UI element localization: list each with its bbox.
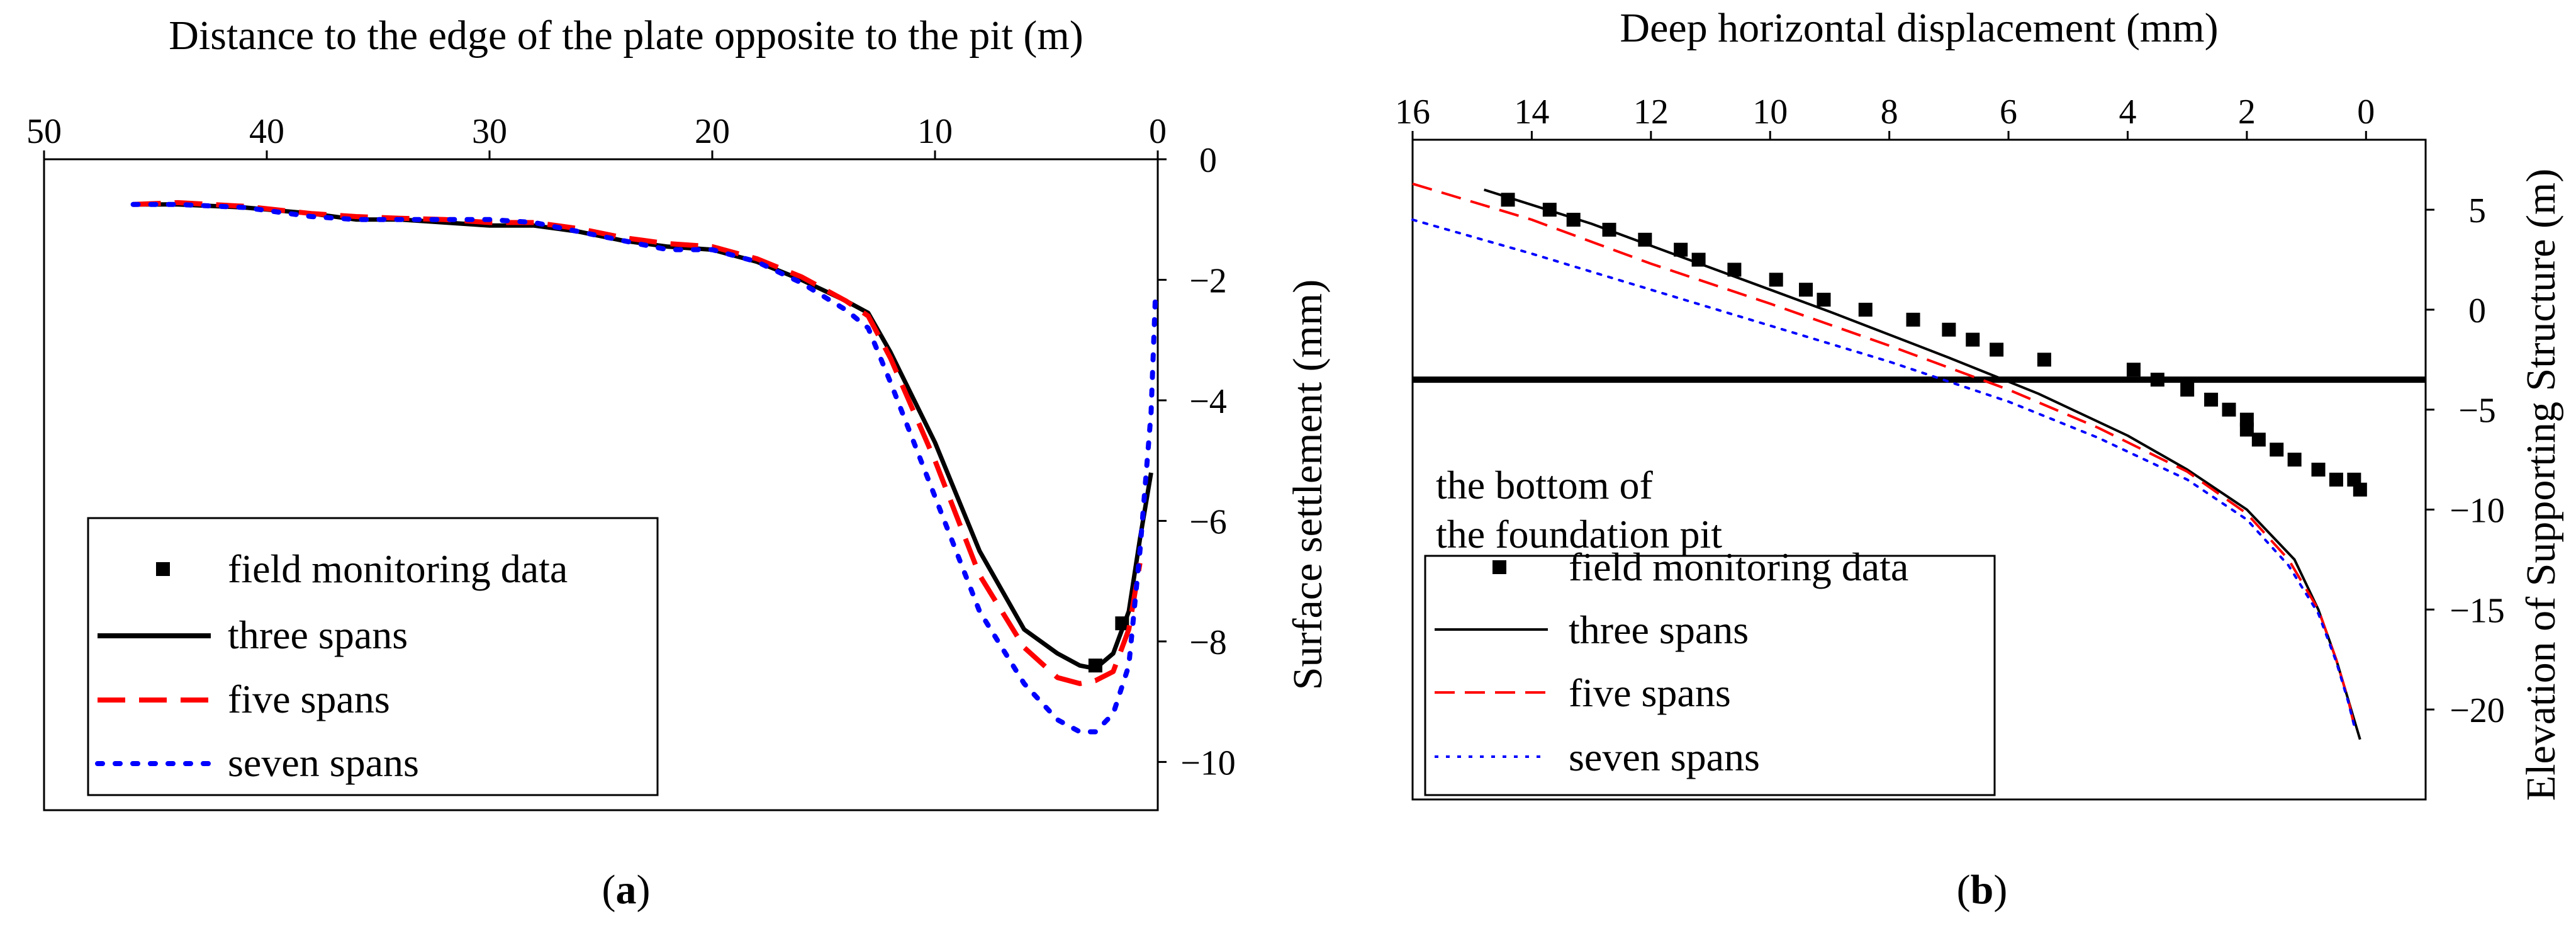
panel-b-field-data-point bbox=[2353, 482, 2367, 497]
panel-b-legend-box bbox=[1424, 555, 1996, 796]
panel-b-legend-marker-field bbox=[1492, 560, 1506, 574]
panel-b-x-tick-label: 10 bbox=[1752, 93, 1788, 132]
panel-b-plot-frame bbox=[1411, 138, 2427, 801]
panel-a-legend-box bbox=[87, 517, 659, 796]
panel-b-field-data-point bbox=[1674, 242, 1688, 257]
panel-a-y-tick-label: −8 bbox=[1189, 623, 1227, 662]
panel-b-y-tick-label: −10 bbox=[2450, 492, 2505, 531]
panel-b-legend-label-three: three spans bbox=[1569, 607, 1749, 652]
panel-b-x-axis-title: Deep horizontal displacement (mm) bbox=[1620, 5, 2218, 51]
panel-a-legend-label-seven: seven spans bbox=[228, 740, 419, 785]
panel-a-x-axis-title: Distance to the edge of the plate opposi… bbox=[169, 13, 1083, 59]
panel-b-field-data-point bbox=[1906, 312, 1920, 327]
panel-a-x-tick-label: 40 bbox=[249, 112, 284, 151]
panel-b-caption: (b) bbox=[1957, 867, 2008, 913]
panel-b-chart: 16 14 12 10 8 6 4 2 0 5 0 −5 −10 −15 −20 Deep horizont… bbox=[1395, 5, 2564, 913]
panel-b-x-tick-label: 0 bbox=[2357, 93, 2375, 132]
panel-a-legend-label-three: three spans bbox=[228, 613, 408, 657]
panel-a-series bbox=[130, 200, 1158, 735]
panel-b-field-data-point bbox=[2329, 472, 2343, 487]
panel-a-legend-marker-field bbox=[156, 562, 170, 576]
panel-b-field-data-point bbox=[2239, 422, 2254, 437]
panel-a-x-tick-label: 10 bbox=[917, 112, 953, 151]
panel-b-annotation-line-1: the bottom of bbox=[1436, 463, 1654, 507]
panel-b-legend-label-seven: seven spans bbox=[1569, 735, 1760, 779]
panel-a-x-tick-label: 20 bbox=[695, 112, 730, 151]
panel-a-series-five-spans bbox=[133, 200, 1143, 686]
panel-b-x-tick-label: 8 bbox=[1881, 93, 1898, 132]
panel-b-x-tick-label: 12 bbox=[1633, 93, 1669, 132]
panel-b-field-data-point bbox=[2251, 432, 2266, 447]
panel-b-field-data-point bbox=[1858, 302, 1873, 317]
panel-b-x-tick-label: 16 bbox=[1395, 93, 1430, 132]
panel-b-field-data-point bbox=[2126, 363, 2141, 377]
panel-a-legend-label-field: field monitoring data bbox=[228, 546, 568, 591]
panel-b-caption-letter: b bbox=[1971, 867, 1994, 913]
panel-b-y-tick-label: −20 bbox=[2450, 691, 2505, 730]
panel-b-legend-label-field: field monitoring data bbox=[1569, 545, 1908, 589]
panel-a-chart: 50 40 30 20 10 00 −2 −4 −6 −8 −10 Distance to the … bbox=[26, 13, 1331, 913]
panel-b-field-data-point bbox=[2287, 453, 2302, 467]
panel-b-x-tick-label: 2 bbox=[2238, 93, 2256, 132]
panel-b-series-five-spans bbox=[1412, 182, 2356, 726]
panel-a-y-tick-label: 0 bbox=[1199, 141, 1217, 180]
panel-b-y-axis-title: Elevation of Supporting Structure (m) bbox=[2518, 169, 2564, 801]
panel-a-x-tick-label: 0 bbox=[1149, 112, 1167, 151]
panel-b-y-tick-label: −5 bbox=[2458, 392, 2496, 431]
panel-b-legend: field monitoring data three spans five s… bbox=[1424, 545, 1996, 796]
panel-b-x-tick-label: 14 bbox=[1514, 93, 1549, 132]
panel-b-field-data-point bbox=[2270, 443, 2284, 457]
panel-b-field-data-point bbox=[1799, 283, 1813, 297]
panel-b-y-tick-label: 5 bbox=[2468, 191, 2486, 230]
panel-a-y-tick-label: −10 bbox=[1180, 743, 1236, 782]
panel-b-x-tick-label: 4 bbox=[2119, 93, 2136, 132]
panel-a-x-tick-label: 50 bbox=[26, 112, 62, 151]
panel-b-field-data-point bbox=[2037, 353, 2051, 367]
panel-a-plot-frame bbox=[43, 158, 1159, 811]
panel-a-y-tick-label: −4 bbox=[1189, 382, 1227, 421]
panel-a-caption-letter: a bbox=[616, 867, 637, 913]
panel-b-series bbox=[1411, 182, 2426, 740]
panel-a-y-tick-label: −2 bbox=[1189, 261, 1227, 300]
panel-b-field-data-point bbox=[2311, 463, 2326, 477]
panel-a-legend: field monitoring data three spans five s… bbox=[87, 517, 659, 796]
panel-b-field-data-point bbox=[2222, 402, 2236, 417]
panel-b-annotation-line-2: the foundation pit bbox=[1436, 512, 1722, 556]
panel-b-y-tick-label: 0 bbox=[2468, 291, 2486, 330]
panel-a-legend-label-five: five spans bbox=[228, 677, 390, 721]
panel-a-x-tick-label: 30 bbox=[472, 112, 507, 151]
panel-b-field-data-point bbox=[1769, 273, 1783, 287]
panel-a-series-seven-spans bbox=[130, 201, 1158, 735]
panel-b-field-data-point bbox=[2204, 392, 2219, 407]
panel-a-axis-ticks: 50 40 30 20 10 00 −2 −4 −6 −8 −10 bbox=[26, 112, 1236, 782]
panel-b-y-tick-label: −15 bbox=[2450, 591, 2505, 630]
panel-a-caption: (a) bbox=[602, 867, 651, 913]
panel-b-legend-label-five: five spans bbox=[1569, 670, 1731, 715]
panel-a-y-axis-title: Surface settlement (mm) bbox=[1285, 279, 1331, 690]
panel-b-field-data-point bbox=[1817, 293, 1831, 307]
panel-b-field-data-point bbox=[1727, 263, 1742, 277]
panel-b-x-tick-label: 6 bbox=[2000, 93, 2017, 132]
panel-b-field-data-point bbox=[2180, 382, 2195, 397]
panel-a-y-tick-label: −6 bbox=[1189, 502, 1227, 541]
panel-b-field-data-point bbox=[1942, 322, 1956, 337]
panel-b-field-data-point bbox=[1966, 332, 1980, 347]
panel-b-field-data-point bbox=[2150, 373, 2164, 387]
panel-b-field-data-point bbox=[1990, 342, 2004, 357]
panel-b-axis-ticks: 16 14 12 10 8 6 4 2 0 5 0 −5 −10 −15 −20 bbox=[1395, 93, 2505, 730]
